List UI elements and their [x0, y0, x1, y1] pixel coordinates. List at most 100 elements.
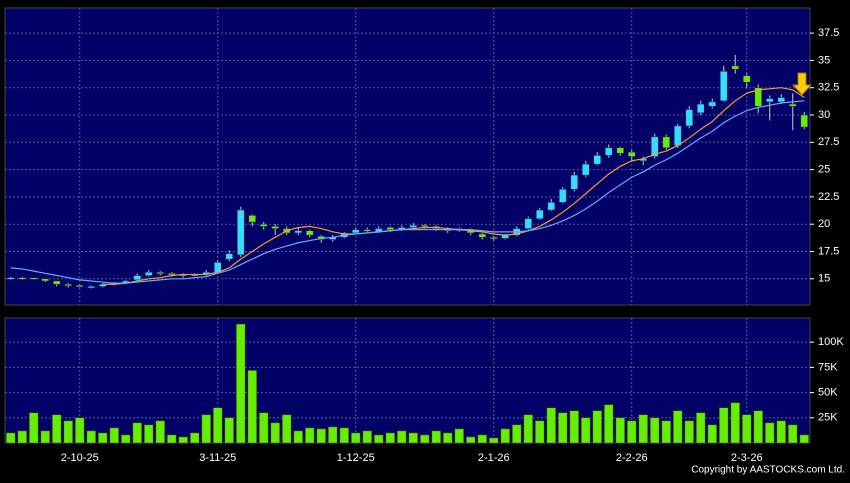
candle-body	[754, 87, 762, 107]
candle-body	[386, 227, 394, 230]
volume-bar	[270, 422, 280, 444]
volume-bar	[466, 436, 476, 444]
volume-bar	[155, 420, 165, 444]
volume-bar	[753, 410, 763, 444]
volume-bar	[477, 434, 487, 444]
moving-average	[10, 100, 805, 284]
volume-bar	[144, 424, 154, 444]
candle-body	[628, 151, 636, 157]
candle-body	[697, 103, 705, 114]
volume-bar	[29, 412, 39, 444]
candle-body	[18, 277, 26, 280]
volume-bar	[546, 407, 556, 444]
volume-bar	[431, 430, 441, 444]
candle-body	[260, 223, 268, 227]
volume-bar	[558, 412, 568, 444]
volume-bar	[75, 417, 85, 444]
candle-body	[570, 174, 578, 190]
volume-bar	[604, 404, 614, 444]
arrow-annotation	[791, 72, 813, 96]
candle-body	[490, 237, 498, 240]
volume-bar	[328, 426, 338, 444]
candle-body	[559, 189, 567, 203]
candle-body	[306, 230, 314, 236]
volume-bar	[201, 414, 211, 444]
volume-bar	[6, 432, 16, 444]
candle-body	[766, 98, 774, 103]
candle-body	[352, 229, 360, 234]
candle-body	[64, 284, 72, 287]
candle-body	[53, 280, 61, 285]
y-tick-label: 25K	[818, 412, 838, 424]
candle-body	[225, 253, 233, 260]
x-tick-label: 3-11-25	[199, 452, 236, 464]
candle-body	[800, 114, 808, 128]
volume-bar	[132, 422, 142, 444]
volume-bar	[443, 432, 453, 444]
volume-bar	[788, 424, 798, 444]
candle-body	[731, 65, 739, 70]
candle-body	[76, 285, 84, 288]
volume-bar	[259, 412, 269, 444]
volume-bar	[98, 432, 108, 444]
volume-bar	[282, 414, 292, 444]
candle-body	[421, 225, 429, 228]
candle-body	[651, 136, 659, 157]
volume-bar	[523, 414, 533, 444]
volume-bar	[627, 420, 637, 444]
volume-bar	[500, 428, 510, 444]
volume-bar	[109, 427, 119, 444]
candle-body	[605, 147, 613, 156]
volume-bar	[535, 420, 545, 444]
x-tick-label: 2-2-26	[616, 452, 648, 464]
volume-bar	[224, 417, 234, 444]
volume-bar	[673, 410, 683, 444]
volume-bar	[454, 428, 464, 444]
volume-bar	[236, 323, 246, 444]
volume-bar	[362, 430, 372, 444]
y-tick-label: 50K	[818, 387, 838, 399]
volume-bar	[489, 437, 499, 444]
volume-bar	[247, 370, 257, 444]
volume-bar	[190, 432, 200, 444]
volume-bar	[512, 424, 522, 444]
candle-body	[409, 225, 417, 228]
candle-body	[582, 163, 590, 176]
volume-bar	[339, 427, 349, 444]
volume-bar	[86, 430, 96, 444]
y-tick-label: 17.5	[818, 245, 839, 257]
y-tick-label: 15	[818, 273, 830, 285]
volume-bar	[213, 407, 223, 444]
candle-body	[7, 277, 15, 280]
volume-bar	[696, 412, 706, 444]
volume-bar	[351, 432, 361, 444]
volume-bar	[638, 414, 648, 444]
volume-bar	[305, 427, 315, 444]
volume-bar	[799, 434, 809, 444]
volume-bar	[178, 436, 188, 444]
volume-bar	[581, 417, 591, 444]
volume-bar	[374, 434, 384, 444]
y-tick-label: 35	[818, 54, 830, 66]
volume-bar	[615, 417, 625, 444]
volume-bar	[742, 414, 752, 444]
y-tick-label: 20	[818, 218, 830, 230]
volume-bar	[52, 414, 62, 444]
volume-bar	[707, 424, 717, 444]
candle-body	[593, 155, 601, 165]
y-tick-label: 100K	[818, 336, 844, 348]
candle-body	[743, 75, 751, 83]
volume-bar	[167, 434, 177, 444]
x-tick-label: 2-1-26	[478, 452, 510, 464]
candle-body	[789, 103, 797, 107]
candle-body	[662, 136, 670, 149]
volume-bar	[592, 410, 602, 444]
volume-bar	[719, 407, 729, 444]
candle-body	[720, 71, 728, 102]
price-panel	[4, 7, 811, 306]
volume-bar	[408, 432, 418, 444]
y-tick-label: 37.5	[818, 27, 839, 39]
volume-bar	[569, 410, 579, 444]
candle-body	[363, 229, 371, 232]
